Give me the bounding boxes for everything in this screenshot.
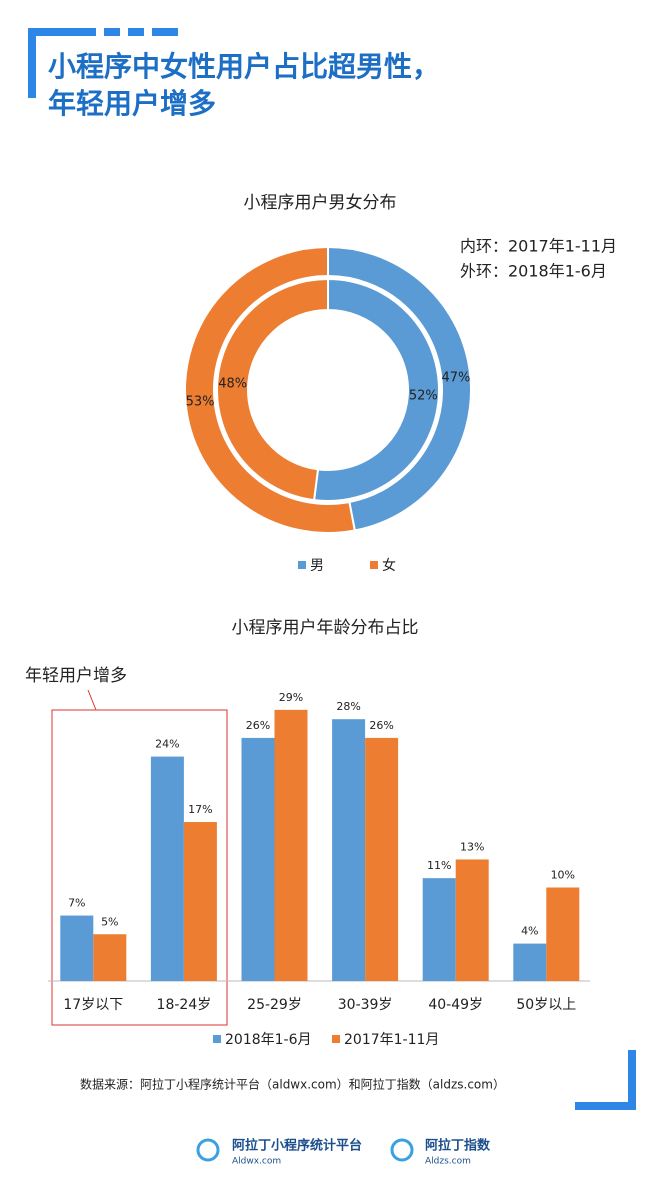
logo-name: 阿拉丁小程序统计平台 <box>232 1138 362 1154</box>
data-label: 48% <box>218 377 247 392</box>
ring-segment <box>184 245 356 534</box>
logo-url: Aldwx.com <box>232 1157 281 1167</box>
x-tick-label: 50岁以上 <box>516 997 576 1013</box>
bracket <box>628 1050 636 1110</box>
bracket <box>28 28 36 98</box>
legend-swatch <box>370 561 378 569</box>
bracket-gap <box>96 28 104 36</box>
data-label: 26% <box>246 719 270 732</box>
highlight-box <box>51 709 228 1026</box>
title: 小程序中女性用户占比超男性， <box>48 50 440 83</box>
chart-title: 小程序用户男女分布 <box>244 193 397 213</box>
data-label: 4% <box>521 925 538 938</box>
ring-segment <box>327 245 472 532</box>
logo-url: Aldzs.com <box>425 1157 471 1167</box>
data-label: 5% <box>101 915 118 928</box>
data-label: 7% <box>68 897 85 910</box>
logo-name: 阿拉丁指数 <box>425 1138 491 1154</box>
bar <box>332 719 366 981</box>
legend-label: 女 <box>382 557 396 574</box>
bar <box>546 887 580 981</box>
ring-segment <box>216 277 329 502</box>
legend-label: 2017年1-11月 <box>344 1032 439 1048</box>
annotation: 年轻用户增多 <box>25 666 127 686</box>
data-label: 24% <box>155 738 179 751</box>
data-label: 13% <box>460 840 484 853</box>
x-tick-label: 18-24岁 <box>157 997 212 1013</box>
bar <box>183 822 217 981</box>
leader-line <box>87 689 97 711</box>
ring-segment <box>312 277 440 502</box>
bar <box>365 737 399 981</box>
data-label: 26% <box>369 719 393 732</box>
data-label: 29% <box>279 691 303 704</box>
bracket-gap <box>144 28 152 36</box>
data-label: 17% <box>188 803 212 816</box>
bar <box>274 709 308 981</box>
legend-swatch <box>298 561 306 569</box>
bar <box>93 934 127 981</box>
logo-icon <box>196 1138 220 1162</box>
bar <box>60 915 94 981</box>
legend-swatch <box>213 1035 221 1043</box>
x-tick-label: 30-39岁 <box>338 997 393 1013</box>
x-tick-label: 40-49岁 <box>428 997 483 1013</box>
x-tick-label: 17岁以下 <box>63 997 123 1013</box>
bar <box>241 737 275 981</box>
bracket <box>575 1102 636 1110</box>
bar <box>455 859 489 981</box>
bracket-gap <box>120 28 128 36</box>
data-label: 53% <box>186 395 215 410</box>
title: 年轻用户增多 <box>48 87 216 120</box>
bar <box>513 943 547 981</box>
annotation: 内环：2017年1-11月 <box>460 237 617 256</box>
source: 数据来源：阿拉丁小程序统计平台（aldwx.com）和阿拉丁指数（aldzs.c… <box>80 1077 505 1092</box>
data-label: 10% <box>551 869 575 882</box>
data-label: 11% <box>427 859 451 872</box>
legend-label: 男 <box>310 558 324 574</box>
data-label: 28% <box>336 700 360 713</box>
data-label: 52% <box>409 388 438 403</box>
legend-swatch <box>332 1035 340 1043</box>
annotation: 外环：2018年1-6月 <box>460 262 607 281</box>
bar <box>422 878 456 981</box>
x-tick-label: 25-29岁 <box>247 997 302 1013</box>
chart-title: 小程序用户年龄分布占比 <box>232 618 419 638</box>
legend-label: 2018年1-6月 <box>225 1032 312 1048</box>
bar <box>150 756 184 981</box>
logo-icon <box>390 1138 414 1162</box>
data-label: 47% <box>441 370 470 385</box>
